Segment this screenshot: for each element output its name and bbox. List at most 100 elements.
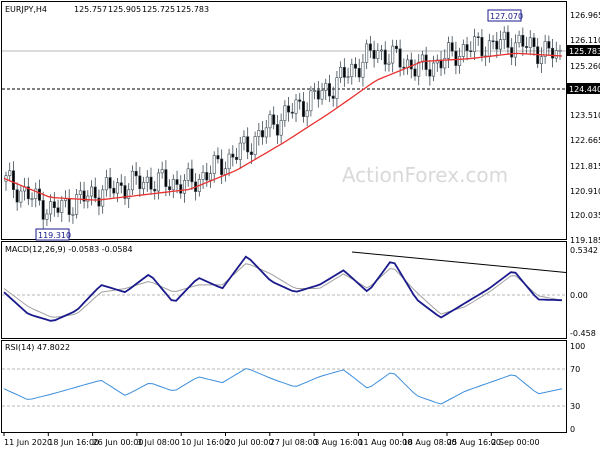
candle-body	[227, 153, 231, 170]
candle-body	[34, 188, 38, 199]
candle-body	[279, 120, 283, 136]
candle-body	[15, 189, 19, 203]
candle-body	[283, 105, 287, 121]
candle-body	[480, 37, 484, 57]
candle-body	[112, 187, 116, 194]
candle-body	[134, 170, 138, 177]
candle-body	[443, 58, 447, 69]
candle-body	[313, 90, 317, 92]
candle-body	[8, 170, 12, 177]
macd-tick: 0.00	[570, 291, 588, 300]
candle-body	[216, 155, 220, 160]
candle-body	[424, 54, 428, 70]
rsi-panel-frame	[1, 340, 567, 433]
candle-body	[212, 155, 216, 174]
x-tick-label: 27 Jul 08:00	[270, 438, 318, 447]
candle-body	[153, 188, 157, 192]
candle-body	[554, 50, 558, 59]
candle-body	[142, 182, 146, 190]
candle-body	[428, 69, 432, 77]
candle-body	[398, 48, 402, 68]
candle-body	[558, 49, 562, 52]
x-tick-label: 18 Jun 16:00	[48, 438, 99, 447]
candle-body	[168, 186, 172, 191]
support-label: 124.440	[569, 85, 600, 94]
candle-body	[82, 190, 86, 202]
rsi-tick: 100	[570, 342, 585, 351]
candle-body	[432, 62, 436, 77]
candle-body	[231, 153, 235, 158]
candle-body	[223, 168, 227, 175]
candle-body	[19, 190, 23, 203]
rsi-tick: 70	[570, 365, 580, 374]
candle-body	[380, 49, 384, 52]
candle-body	[339, 66, 343, 79]
candle-body	[298, 99, 302, 102]
price-tick: 121.815	[570, 162, 600, 171]
candle-body	[335, 77, 339, 99]
ohlc-low: 125.725	[142, 5, 175, 14]
candle-body	[205, 172, 209, 181]
candle-body	[160, 169, 164, 174]
candle-body	[528, 37, 532, 48]
candle-body	[119, 182, 123, 186]
candle-body	[175, 179, 179, 185]
candle-body	[261, 130, 265, 138]
candle-body	[235, 156, 239, 160]
candle-body	[67, 198, 71, 215]
candle-body	[454, 50, 458, 66]
candle-body	[346, 76, 350, 78]
price-panel-title: EURJPY,H4	[5, 5, 47, 14]
candle-body	[26, 186, 30, 200]
candle-body	[41, 200, 45, 220]
candle-body	[37, 188, 41, 201]
price-tick: 126.110	[570, 36, 600, 45]
candle-body	[469, 50, 473, 52]
macd-tick: -0.458	[570, 329, 596, 338]
candle-body	[417, 61, 421, 77]
candle-body	[458, 56, 462, 66]
price-tick: 125.260	[570, 62, 600, 71]
candle-body	[461, 44, 465, 57]
candle-body	[491, 40, 495, 43]
candle-body	[242, 136, 246, 144]
candle-body	[350, 63, 354, 77]
candle-body	[130, 170, 134, 191]
candle-body	[190, 168, 194, 183]
candle-body	[305, 110, 309, 117]
price-axis: 126.965 126.110 125.260 123.510 122.665 …	[570, 11, 600, 245]
macd-tick: 0.5342	[570, 246, 598, 255]
candle-body	[182, 180, 186, 194]
macd-signal-line	[3, 263, 563, 318]
candle-body	[11, 170, 15, 190]
candle-body	[149, 176, 153, 190]
candle-body	[387, 62, 391, 65]
candle-body	[56, 207, 60, 213]
candle-body	[402, 66, 406, 69]
candle-body	[127, 189, 131, 199]
candle-body	[513, 42, 517, 58]
candle-body	[517, 34, 521, 44]
candle-body	[357, 68, 361, 78]
macd-panel-title: MACD(12,26,9) -0.0583 -0.0584	[5, 245, 133, 254]
candle-body	[201, 172, 205, 180]
candle-body	[354, 63, 358, 69]
candle-body	[75, 194, 79, 215]
candle-body	[108, 177, 112, 189]
moving-average-line	[3, 52, 563, 201]
candle-body	[391, 45, 395, 64]
high-marker-label: 127.070	[490, 12, 523, 21]
x-tick-label: 3 Jul 08:00	[137, 438, 180, 447]
candle-body	[450, 42, 454, 52]
candle-body	[543, 41, 547, 57]
candle-body	[372, 49, 376, 59]
candle-body	[476, 36, 480, 38]
rsi-panel-title: RSI(14) 47.8022	[5, 343, 70, 352]
candle-body	[30, 198, 34, 200]
candle-body	[301, 101, 305, 117]
candle-body	[287, 105, 291, 113]
candle-body	[123, 185, 127, 199]
